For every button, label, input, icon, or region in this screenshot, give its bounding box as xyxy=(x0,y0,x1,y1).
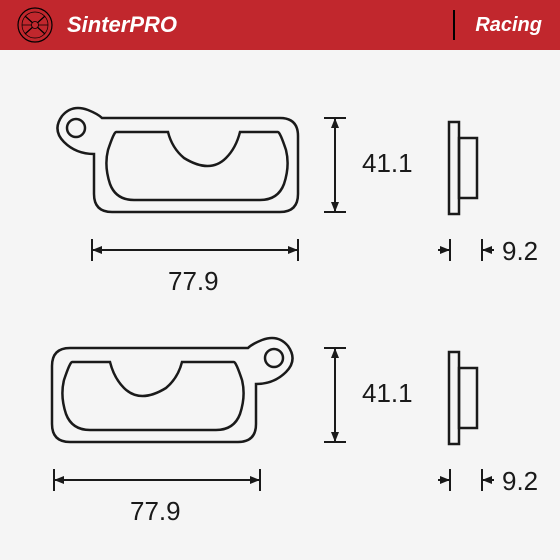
dim-pad1-thickness xyxy=(438,235,498,265)
header-divider xyxy=(453,10,455,40)
dim-pad2-thickness xyxy=(438,465,498,495)
dim-pad2-width-label: 77.9 xyxy=(130,496,181,527)
dim-pad2-height xyxy=(320,340,350,450)
category-label: Racing xyxy=(475,14,542,37)
dim-pad1-thickness-label: 9.2 xyxy=(502,236,538,267)
dim-pad2-thickness-label: 9.2 xyxy=(502,466,538,497)
dim-pad1-height xyxy=(320,110,350,220)
brake-pad-2 xyxy=(40,330,310,460)
dim-pad2-height-label: 41.1 xyxy=(362,378,413,409)
brake-pad-1-profile xyxy=(445,118,485,218)
dim-pad1-height-label: 41.1 xyxy=(362,148,413,179)
brake-pad-2-profile xyxy=(445,348,485,448)
dim-pad1-width xyxy=(84,235,306,265)
brand-logo xyxy=(15,5,55,45)
dim-pad2-width xyxy=(46,465,268,495)
brake-pad-1 xyxy=(40,100,310,230)
product-name: SinterPRO xyxy=(67,12,177,38)
header-bar: SinterPRO Racing xyxy=(0,0,560,50)
dim-pad1-width-label: 77.9 xyxy=(168,266,219,297)
